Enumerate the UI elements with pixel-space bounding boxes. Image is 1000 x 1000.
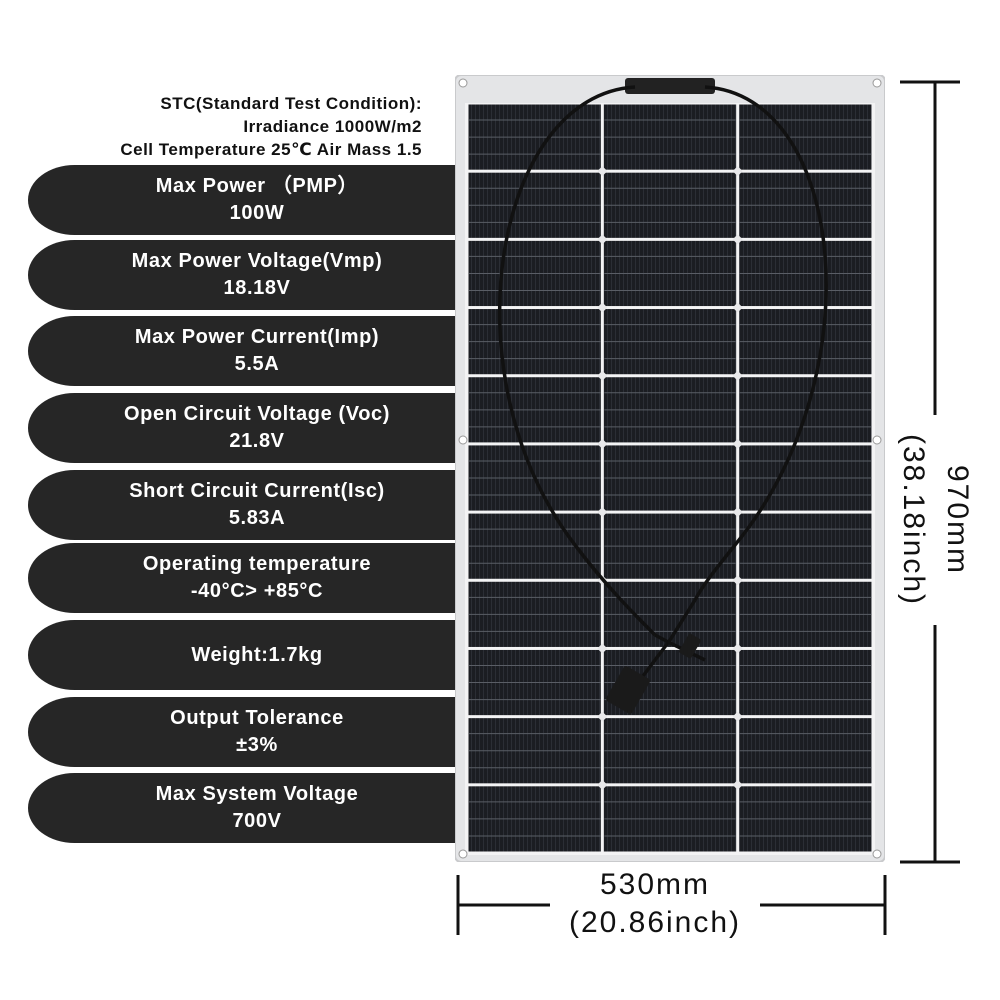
spec-max-system-voltage: Max System Voltage 700V [28, 773, 538, 843]
spec-value: 5.5A [234, 353, 280, 375]
spec-value: 5.83A [228, 507, 286, 529]
height-mm: 970mm [941, 464, 974, 576]
stc-line-2: Irradiance 1000W/m2 [243, 117, 422, 136]
stc-line-3: Cell Temperature 25℃ Air Mass 1.5 [120, 140, 422, 159]
spec-short-circuit-current: Short Circuit Current(Isc) 5.83A [28, 470, 538, 540]
spec-value: 700V [232, 810, 282, 832]
stc-line-1: STC(Standard Test Condition): [160, 94, 422, 113]
spec-value: 100W [229, 202, 285, 224]
spec-value: 21.8V [229, 430, 285, 452]
width-inch: (20.86inch) [568, 906, 742, 939]
spec-max-power-current: Max Power Current(Imp) 5.5A [28, 316, 538, 386]
spec-value: 18.18V [223, 277, 291, 299]
spec-label: Operating temperature [142, 553, 372, 575]
spec-operating-temperature: Operating temperature -40°C> +85°C [28, 543, 538, 613]
spec-value: ±3% [236, 734, 278, 756]
spec-label: Weight:1.7kg [191, 643, 323, 666]
spec-max-power-voltage: Max Power Voltage(Vmp) 18.18V [28, 240, 538, 310]
spec-open-circuit-voltage: Open Circuit Voltage (Voc) 21.8V [28, 393, 538, 463]
spec-label: Max System Voltage [155, 783, 359, 805]
spec-label: Short Circuit Current(Isc) [129, 480, 385, 502]
stc-note: STC(Standard Test Condition): Irradiance… [40, 92, 422, 161]
spec-label: Max Power Current(Imp) [134, 326, 380, 348]
spec-label: Max Power （PMP） [155, 175, 359, 197]
spec-max-power: Max Power （PMP） 100W [28, 165, 538, 235]
width-dimension-label: 530mm (20.86inch) [545, 866, 765, 942]
spec-value: -40°C> +85°C [190, 580, 324, 602]
width-mm: 530mm [599, 868, 711, 901]
spec-label: Max Power Voltage(Vmp) [131, 250, 383, 272]
height-inch: (38.18inch) [897, 433, 930, 607]
spec-output-tolerance: Output Tolerance ±3% [28, 697, 538, 767]
solar-panel-image [455, 75, 885, 862]
spec-weight: Weight:1.7kg [28, 620, 538, 690]
spec-label: Open Circuit Voltage (Voc) [124, 403, 390, 425]
spec-label: Output Tolerance [170, 707, 344, 729]
